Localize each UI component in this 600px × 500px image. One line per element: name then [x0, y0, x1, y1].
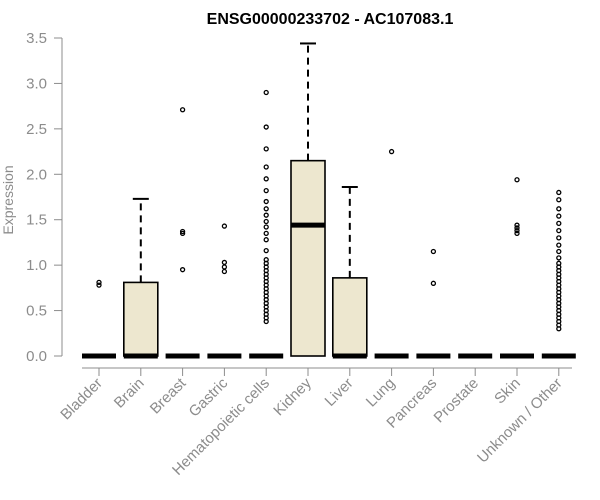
box-group [541, 189, 576, 359]
box [123, 281, 159, 357]
y-tick-label: 2.5 [26, 121, 47, 138]
x-tick-label: Brain [111, 375, 148, 412]
y-tick-label: 1.0 [26, 257, 47, 274]
outlier-point [514, 222, 520, 228]
y-tick-label: 2.0 [26, 166, 47, 183]
x-tick-label: Lung [363, 375, 399, 411]
outlier-point [263, 247, 269, 254]
box-group [331, 186, 368, 359]
y-tick-label: 0.5 [26, 303, 47, 320]
x-tick-label: Skin [491, 375, 524, 408]
outlier-point [556, 206, 562, 212]
outlier-point [556, 220, 562, 226]
outlier-point [263, 176, 269, 182]
y-tick-label: 3.5 [26, 30, 47, 47]
box [331, 277, 368, 357]
box-group [416, 248, 451, 359]
outlier-point [179, 230, 186, 236]
outlier-point [514, 177, 520, 183]
outlier-point [96, 279, 102, 286]
outlier-point [179, 228, 186, 235]
outlier-point [263, 164, 269, 170]
x-tick-label: Kidney [270, 374, 315, 419]
box-group [123, 197, 159, 359]
outlier-point [263, 89, 269, 96]
outlier-point [263, 124, 269, 130]
box-plot-series [82, 42, 576, 359]
box-group [165, 107, 200, 359]
y-tick-label: 1.5 [26, 212, 47, 229]
outlier-point [556, 189, 562, 196]
outlier-point [388, 148, 395, 155]
outlier-point [556, 235, 562, 241]
outlier-point [556, 260, 562, 266]
y-axis-label: Expression [0, 165, 16, 234]
outlier-point [514, 227, 520, 234]
outlier-point [514, 230, 520, 236]
x-tick-label: Liver [322, 375, 357, 410]
x-tick-label: Breast [147, 374, 190, 417]
outlier-point [221, 259, 228, 266]
outlier-point [514, 225, 520, 231]
outlier-point [179, 267, 186, 273]
outlier-point [556, 213, 562, 219]
outlier-point [556, 242, 562, 248]
outlier-point [263, 206, 269, 212]
outlier-point [556, 197, 562, 203]
x-tick-label: Bladder [57, 375, 106, 424]
y-tick-label: 3.0 [26, 75, 47, 92]
x-tick-label: Prostate [430, 375, 482, 427]
chart-title: ENSG00000233702 - AC107083.1 [207, 11, 454, 28]
outlier-point [556, 255, 562, 261]
outlier-point [556, 248, 562, 255]
outlier-point [221, 268, 228, 275]
outlier-point [221, 264, 228, 270]
outlier-point [221, 223, 228, 229]
outlier-point [263, 146, 269, 152]
outlier-point [179, 107, 186, 113]
outlier-point [263, 198, 269, 205]
outlier-point [263, 187, 269, 194]
outlier-point [263, 212, 269, 218]
y-tick-label: 0.0 [26, 348, 47, 365]
outlier-point [263, 257, 269, 263]
y-axis-ticks: 0.0 0.5 1.0 1.5 2.0 2.5 3.0 3.5 [26, 30, 62, 365]
box-group [500, 177, 534, 359]
outlier-point [556, 227, 562, 234]
outlier-point [263, 237, 269, 243]
box-group [249, 89, 284, 359]
outlier-point [430, 248, 437, 255]
outlier-point [263, 230, 269, 236]
outlier-point [96, 282, 102, 288]
box-group [290, 42, 326, 357]
outlier-point [430, 280, 437, 286]
outlier-point [263, 224, 269, 230]
box-group [374, 148, 409, 359]
box-group [207, 223, 242, 359]
outlier-point [263, 218, 269, 225]
box-group [82, 279, 116, 359]
box [290, 159, 326, 357]
